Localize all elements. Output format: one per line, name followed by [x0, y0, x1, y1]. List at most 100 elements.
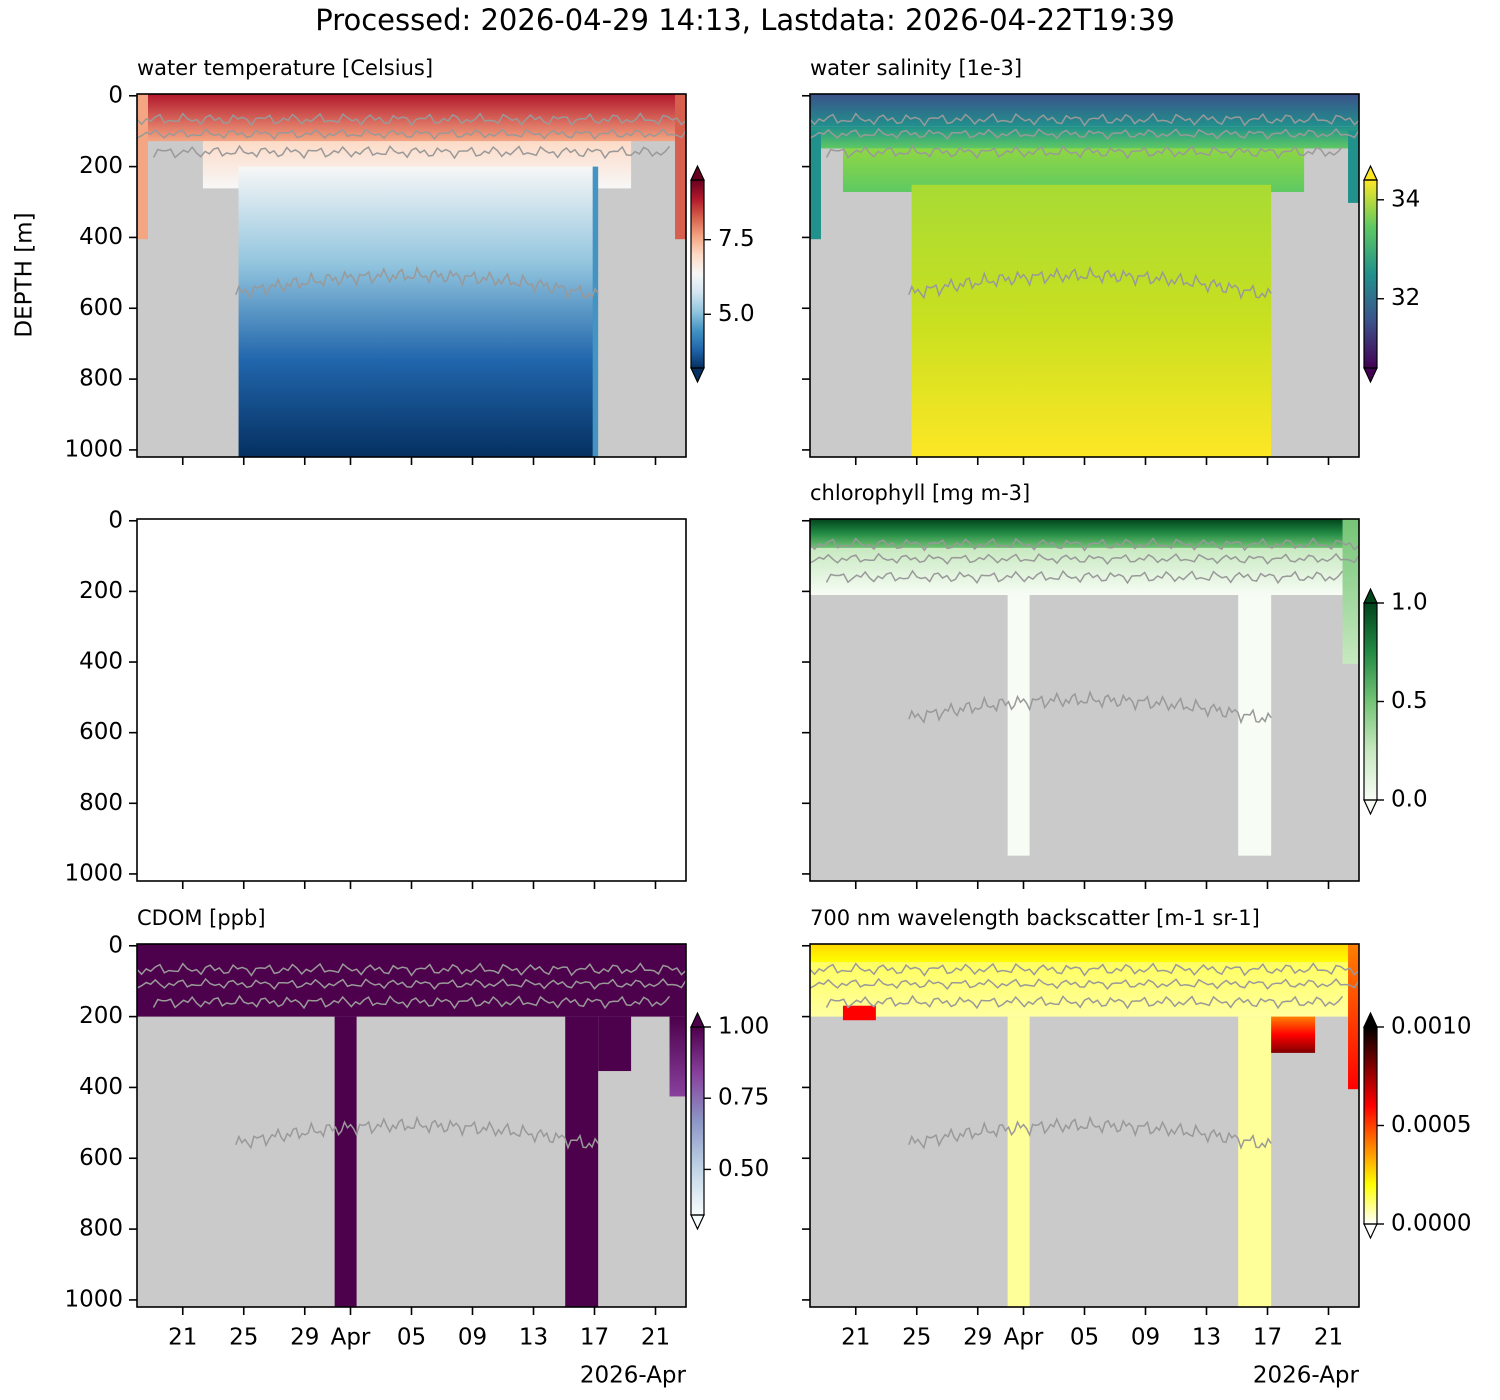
colorbar — [1364, 603, 1377, 800]
panel: water salinity [1e-3] 32 34 — [802, 56, 1420, 465]
field-patch — [810, 547, 1343, 596]
colorbar-tick-label: 0.0005 — [1391, 1112, 1471, 1138]
colorbar-frame — [690, 179, 705, 369]
field-patch — [669, 1016, 686, 1097]
axes-frame — [136, 518, 687, 882]
isopycnal — [136, 112, 687, 127]
field-patch — [137, 944, 686, 1017]
x-tick-label: 05 — [397, 1325, 426, 1351]
colorbar-extend — [690, 1214, 705, 1231]
colorbar-extend — [1363, 367, 1378, 384]
y-tick-label: 0 — [108, 82, 123, 108]
field-patch — [810, 94, 1359, 127]
isopycnal — [908, 265, 1272, 301]
field-patch — [911, 184, 1272, 457]
colorbar-tick-label: 0.0 — [1391, 787, 1428, 813]
colorbar-tick-label: 32 — [1391, 285, 1420, 311]
field-patch — [1342, 519, 1359, 664]
y-tick-label: 1000 — [64, 436, 123, 462]
isopycnal — [136, 127, 687, 141]
isopycnal — [825, 569, 1344, 585]
field-patch — [238, 166, 596, 457]
y-tick-label: 200 — [79, 578, 123, 604]
isopycnal — [809, 977, 1360, 991]
colorbar-tick-label: 0.0010 — [1391, 1014, 1471, 1040]
y-tick-label: 800 — [79, 790, 123, 816]
colorbar-extend — [690, 164, 705, 181]
isopycnal — [809, 552, 1360, 565]
colorbar-tick-label: 7.5 — [718, 226, 755, 252]
y-tick-label: 600 — [79, 719, 123, 745]
y-tick-label: 200 — [79, 153, 123, 179]
isopycnal — [809, 962, 1360, 977]
x-tick-label: Apr — [1004, 1325, 1044, 1351]
isopycnal — [809, 112, 1360, 127]
field-patch — [810, 944, 1359, 963]
colorbar-tick-label: 34 — [1391, 186, 1420, 212]
panel-title: 700 nm wavelength backscatter [m-1 sr-1] — [810, 906, 1260, 930]
panel: chlorophyll [mg m-3] 0.0 0.5 1.0 — [802, 481, 1428, 889]
figure-title: Processed: 2026-04-29 14:13, Lastdata: 2… — [315, 3, 1175, 37]
isopycnal — [825, 144, 1344, 160]
field-patch — [565, 1016, 599, 1307]
colorbar-extend — [1363, 799, 1378, 816]
field-patch — [1007, 595, 1030, 856]
field-patch — [810, 962, 1359, 1017]
colorbar-extend — [690, 367, 705, 384]
field-patch — [810, 519, 1359, 548]
isopycnal — [908, 1115, 1272, 1151]
panel: 700 nm wavelength backscatter [m-1 sr-1]… — [802, 906, 1471, 1389]
x-offset-label: 2026-Apr — [1253, 1363, 1360, 1389]
field-patch — [334, 1016, 357, 1307]
y-tick-label: 200 — [79, 1003, 123, 1029]
x-tick-label: 21 — [1314, 1325, 1343, 1351]
field-patch — [1348, 130, 1359, 203]
y-tick-label: 600 — [79, 1145, 123, 1171]
colorbar-extend — [1363, 164, 1378, 181]
x-tick-label: 13 — [519, 1325, 548, 1351]
colorbar — [1364, 180, 1377, 368]
colorbar — [691, 180, 704, 368]
colorbar-extend — [690, 1011, 705, 1028]
colorbar-tick-label: 5.0 — [718, 301, 755, 327]
x-tick-label: 09 — [458, 1325, 487, 1351]
x-tick-label: 25 — [229, 1325, 258, 1351]
colorbar-tick-label: 0.0000 — [1391, 1211, 1471, 1237]
x-tick-label: 29 — [963, 1325, 992, 1351]
y-tick-label: 0 — [108, 932, 123, 958]
colorbar — [691, 1027, 704, 1215]
colorbar-frame — [690, 1026, 705, 1216]
isopycnal — [136, 962, 687, 977]
y-tick-label: 0 — [108, 507, 123, 533]
x-tick-label: 21 — [841, 1325, 870, 1351]
isopycnal — [908, 690, 1272, 725]
y-tick-label: 1000 — [64, 860, 123, 886]
isopycnal — [825, 994, 1344, 1010]
y-tick-label: 800 — [79, 366, 123, 392]
field-patch — [137, 94, 148, 240]
field-patch — [1271, 1016, 1316, 1053]
field-patch — [1007, 1016, 1030, 1307]
x-tick-label: 17 — [580, 1325, 609, 1351]
y-tick-label: 400 — [79, 1074, 123, 1100]
isopycnal — [235, 265, 599, 301]
colorbar-tick-label: 1.00 — [718, 1014, 769, 1040]
y-tick-label: 800 — [79, 1216, 123, 1242]
x-tick-label: 05 — [1070, 1325, 1099, 1351]
isopycnal — [235, 1115, 599, 1151]
isopycnal — [152, 994, 671, 1010]
field-patch — [592, 166, 599, 457]
field-patch — [1238, 595, 1272, 856]
colorbar-extend — [1363, 1223, 1378, 1240]
colorbar-extend — [1363, 587, 1378, 604]
isopycnal — [152, 144, 671, 160]
y-tick-label: 400 — [79, 649, 123, 675]
y-tick-label: 600 — [79, 295, 123, 321]
x-tick-label: 25 — [902, 1325, 931, 1351]
field-patch — [1238, 1016, 1272, 1307]
colorbar-tick-label: 0.50 — [718, 1156, 769, 1182]
colorbar-extend — [1363, 1011, 1378, 1028]
x-tick-label: 13 — [1192, 1325, 1221, 1351]
field-patch — [598, 1016, 632, 1072]
colorbar — [1364, 1027, 1377, 1224]
